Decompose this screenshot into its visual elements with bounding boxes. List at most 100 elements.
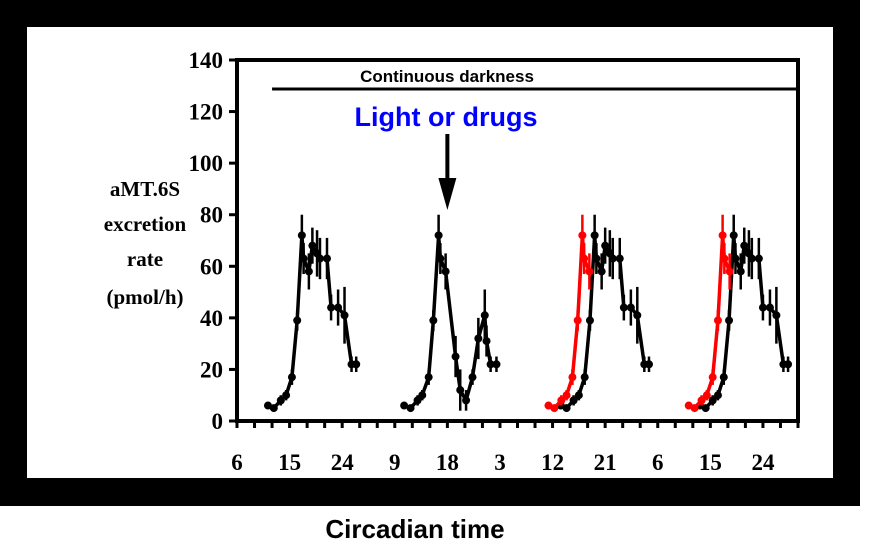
x-tick-labels: 6 15 24 9 18 3 12 21 6 15 24 (231, 450, 775, 475)
data-point (784, 360, 793, 369)
series-phase-advanced-profile-2 (684, 214, 734, 413)
x-tick-label: 18 (436, 450, 459, 475)
data-point (400, 401, 409, 410)
data-point (492, 360, 501, 369)
y-axis-label-line: (pmol/h) (106, 285, 183, 309)
data-point (299, 254, 308, 263)
data-point (297, 231, 306, 240)
y-tick-label: 20 (200, 357, 223, 382)
data-point (725, 316, 734, 325)
data-point (725, 267, 734, 276)
series-baseline-profile (263, 214, 361, 413)
y-axis-label-line: rate (127, 247, 163, 271)
data-point (406, 404, 415, 413)
data-point (557, 396, 566, 405)
data-point (697, 396, 706, 405)
data-point (731, 254, 740, 263)
data-point (480, 311, 489, 320)
data-point (315, 254, 324, 263)
x-tick-label: 21 (594, 450, 617, 475)
data-point (719, 373, 728, 382)
data-point (740, 241, 749, 250)
data-point (578, 231, 587, 240)
y-axis-label-line: excretion (104, 212, 187, 236)
data-point (729, 231, 738, 240)
data-point (569, 396, 578, 405)
x-tick-label: 9 (389, 450, 401, 475)
data-point (269, 404, 278, 413)
data-point (708, 396, 717, 405)
data-point (287, 373, 296, 382)
series-baseline-profile-repeat-2- (695, 214, 793, 413)
data-point (713, 391, 722, 400)
data-point (597, 267, 606, 276)
x-axis-label: Circadian time (325, 514, 504, 544)
y-tick-label: 100 (189, 151, 224, 176)
data-point (550, 404, 559, 413)
data-point (592, 254, 601, 263)
data-point (418, 391, 427, 400)
data-point (708, 373, 717, 382)
data-point (754, 254, 763, 263)
data-point (413, 396, 422, 405)
data-point (718, 231, 727, 240)
data-point (568, 373, 577, 382)
x-tick-label: 15 (699, 450, 722, 475)
plot-marks (229, 58, 800, 428)
data-point (424, 373, 433, 382)
data-point (573, 316, 582, 325)
stimulus-arrow-head (438, 178, 457, 210)
data-point (322, 254, 331, 263)
data-point (590, 231, 599, 240)
data-point (451, 352, 460, 361)
data-point (474, 334, 483, 343)
data-point (736, 267, 745, 276)
y-axis-label-line: aMT.6S (110, 177, 180, 201)
y-tick-label: 80 (200, 203, 223, 228)
data-point (615, 254, 624, 263)
data-point (690, 404, 699, 413)
data-point (701, 404, 710, 413)
data-point (720, 254, 729, 263)
series-phase-advanced-profile (544, 214, 594, 413)
data-point (585, 267, 594, 276)
x-tick-label: 3 (494, 450, 506, 475)
data-point (619, 303, 628, 312)
data-point (482, 337, 491, 346)
x-tick-label: 15 (278, 450, 301, 475)
data-point (293, 316, 302, 325)
continuous-darkness-label: Continuous darkness (360, 67, 534, 86)
y-tick-label: 120 (189, 100, 224, 125)
data-point (308, 241, 317, 250)
data-point (429, 316, 438, 325)
data-point (304, 267, 313, 276)
data-point (585, 316, 594, 325)
data-point (574, 391, 583, 400)
data-point (468, 373, 477, 382)
data-point (562, 391, 571, 400)
data-point (456, 386, 465, 395)
data-point (462, 396, 471, 405)
data-point (580, 373, 589, 382)
data-point (580, 254, 589, 263)
data-point (713, 316, 722, 325)
data-point (765, 303, 774, 312)
x-tick-label: 12 (541, 450, 564, 475)
y-tick-label: 0 (212, 409, 224, 434)
data-point (352, 360, 361, 369)
data-point (486, 360, 495, 369)
x-tick-label: 6 (231, 450, 243, 475)
data-point (772, 311, 781, 320)
data-point (601, 241, 610, 250)
data-point (334, 303, 343, 312)
y-tick-label: 60 (200, 254, 223, 279)
data-point (276, 396, 285, 405)
data-point (441, 267, 450, 276)
data-point (626, 303, 635, 312)
data-point (758, 303, 767, 312)
x-tick-label: 6 (652, 450, 664, 475)
data-point (562, 404, 571, 413)
y-tick-label: 140 (189, 48, 224, 73)
data-point (633, 311, 642, 320)
